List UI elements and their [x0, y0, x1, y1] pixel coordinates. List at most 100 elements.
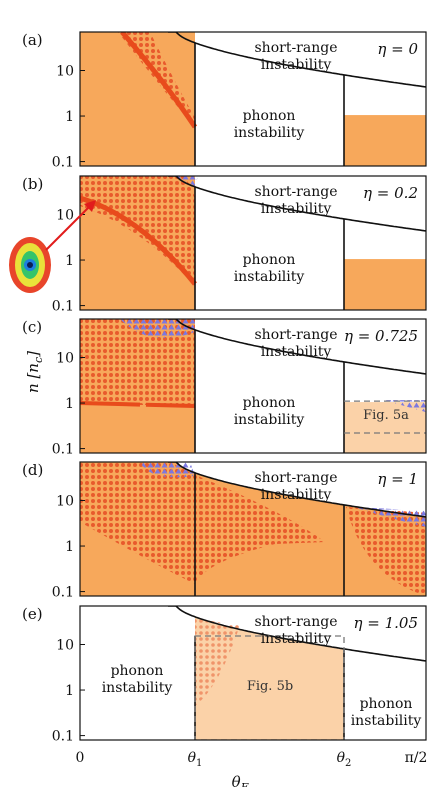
dotted-region-left [80, 319, 195, 406]
inset-arrow-line [45, 203, 93, 251]
dotted-region-light [195, 618, 240, 706]
condensate-density-inset [9, 200, 96, 293]
panel-frame [79, 605, 427, 741]
triangle-region-right [384, 400, 426, 413]
panel-frame [79, 31, 427, 167]
phonon-label: instability [234, 269, 305, 285]
short-range-label: instability [261, 57, 332, 73]
eta-label: η = 0.725 [344, 327, 418, 345]
eta-label: η = 1 [377, 470, 418, 488]
stable-region-right [344, 259, 426, 310]
eta-label: η = 1.05 [354, 614, 419, 632]
x-tick-sub: 1 [196, 758, 202, 769]
stable-region-right [344, 402, 426, 453]
phonon-label-right: instability [351, 713, 422, 729]
y-tick-label: 0.1 [52, 729, 74, 745]
y-tick-label: 10 [56, 63, 74, 79]
phonon-label: instability [234, 125, 305, 141]
dotted-region-left [80, 176, 195, 286]
eta-label: η = 0.2 [363, 184, 418, 202]
phonon-label-right: phonon [360, 696, 413, 712]
dashed-box [194, 635, 345, 740]
panel-label: (a) [22, 31, 43, 49]
short-range-label: instability [261, 201, 332, 217]
dotted-region-right [346, 506, 426, 596]
x-tick-label: θ2 [337, 750, 352, 769]
upper-boundary-curve [168, 606, 426, 662]
y-axis-label-close: ] [24, 351, 42, 358]
phonon-label: phonon [243, 395, 296, 411]
y-tick-label: 1 [65, 683, 74, 699]
figref-label: Fig. 5a [363, 408, 409, 423]
y-tick-label: 0.1 [52, 155, 74, 171]
triangle-region [175, 176, 198, 186]
short-range-label: short-range [255, 40, 338, 56]
dense-boundary-mark [80, 401, 196, 409]
panel-body [168, 606, 426, 740]
y-tick-label: 0.1 [52, 299, 74, 315]
y-tick-label: 10 [56, 493, 74, 509]
short-range-label: short-range [255, 470, 338, 486]
dotted-region [80, 462, 325, 584]
panel-body [80, 32, 426, 166]
short-range-label: instability [261, 344, 332, 360]
panel-frame [79, 318, 427, 454]
phonon-label: phonon [243, 108, 296, 124]
panel-body [80, 462, 426, 596]
y-tick-label: 0.1 [52, 442, 74, 458]
y-tick-label: 10 [56, 350, 74, 366]
panel-label: (e) [22, 605, 43, 623]
short-range-label: short-range [255, 614, 338, 630]
panel-label: (c) [22, 318, 42, 336]
y-tick-label: 10 [56, 637, 74, 653]
figref-label: Fig. 5b [247, 679, 293, 694]
stable-region-right [344, 115, 426, 166]
y-axis-label-sub: c [32, 357, 45, 363]
x-tick-sub: 2 [345, 758, 351, 769]
upper-boundary-curve [168, 32, 426, 88]
y-axis-label: n [nc] [24, 351, 45, 393]
x-tick-theta: θ [337, 750, 346, 766]
y-tick-label: 0.1 [52, 585, 74, 601]
y-tick-label: 1 [65, 539, 74, 555]
x-tick-label: 0 [76, 750, 85, 766]
phonon-label-left: phonon [111, 663, 164, 679]
upper-boundary-curve [168, 319, 426, 375]
triangle-region [120, 319, 195, 339]
x-tick-theta: θ [188, 750, 197, 766]
y-tick-label: 10 [56, 207, 74, 223]
y-tick-label: 1 [65, 253, 74, 269]
eta-label: η = 0 [377, 40, 418, 58]
short-range-label: short-range [255, 184, 338, 200]
x-axis-label: θF [232, 773, 249, 787]
phonon-label: phonon [243, 252, 296, 268]
panel-label: (d) [22, 461, 43, 479]
panel-body [80, 319, 426, 453]
panel-frame [79, 175, 427, 311]
upper-boundary-curve [168, 462, 426, 518]
phonon-label: instability [234, 412, 305, 428]
x-axis-label-sub: F [240, 781, 249, 787]
x-tick-label: θ1 [188, 750, 203, 769]
dense-boundary-mark [120, 32, 198, 129]
panel-frame [79, 461, 427, 597]
phonon-label-left: instability [102, 680, 173, 696]
x-tick-label: π/2 [405, 750, 428, 766]
y-tick-label: 1 [65, 109, 74, 125]
y-tick-label: 1 [65, 396, 74, 412]
short-range-label: instability [261, 487, 332, 503]
inset-dark-dot [27, 262, 33, 268]
inset-arrow-head [84, 200, 96, 212]
triangle-region-right [354, 506, 426, 527]
short-range-label: instability [261, 631, 332, 647]
panel-label: (b) [22, 175, 43, 193]
stable-region-light [195, 616, 344, 740]
upper-boundary-curve [168, 176, 426, 232]
short-range-label: short-range [255, 327, 338, 343]
